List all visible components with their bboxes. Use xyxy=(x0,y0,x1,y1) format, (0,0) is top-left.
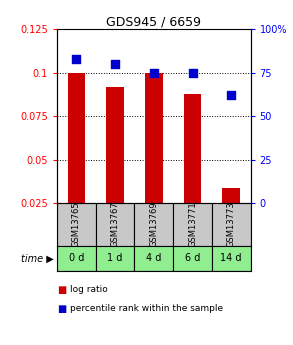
Bar xyxy=(134,203,173,246)
Text: 6 d: 6 d xyxy=(185,253,200,263)
Point xyxy=(229,93,234,98)
Text: GSM13771: GSM13771 xyxy=(188,201,197,247)
Text: log ratio: log ratio xyxy=(70,285,108,294)
Point xyxy=(151,70,156,76)
Text: time ▶: time ▶ xyxy=(21,253,54,263)
Text: GSM13765: GSM13765 xyxy=(72,201,81,247)
Bar xyxy=(173,246,212,271)
Bar xyxy=(212,203,251,246)
Text: ■: ■ xyxy=(57,304,67,314)
Bar xyxy=(222,188,240,203)
Text: ■: ■ xyxy=(57,285,67,295)
Text: percentile rank within the sample: percentile rank within the sample xyxy=(70,304,224,313)
Text: GSM13769: GSM13769 xyxy=(149,201,158,247)
Bar xyxy=(184,93,201,203)
Point xyxy=(190,70,195,76)
Text: 0 d: 0 d xyxy=(69,253,84,263)
Text: 14 d: 14 d xyxy=(220,253,242,263)
Bar xyxy=(57,246,96,271)
Bar xyxy=(57,203,96,246)
Text: 4 d: 4 d xyxy=(146,253,161,263)
Bar xyxy=(173,203,212,246)
Bar xyxy=(68,73,85,203)
Bar xyxy=(134,246,173,271)
Text: GSM13767: GSM13767 xyxy=(111,201,120,247)
Bar xyxy=(212,246,251,271)
Title: GDS945 / 6659: GDS945 / 6659 xyxy=(106,15,201,28)
Text: 1 d: 1 d xyxy=(108,253,123,263)
Bar xyxy=(145,73,163,203)
Bar xyxy=(106,87,124,203)
Point xyxy=(74,56,79,62)
Bar xyxy=(96,246,134,271)
Point xyxy=(113,61,117,67)
Bar xyxy=(96,203,134,246)
Text: GSM13773: GSM13773 xyxy=(227,201,236,247)
